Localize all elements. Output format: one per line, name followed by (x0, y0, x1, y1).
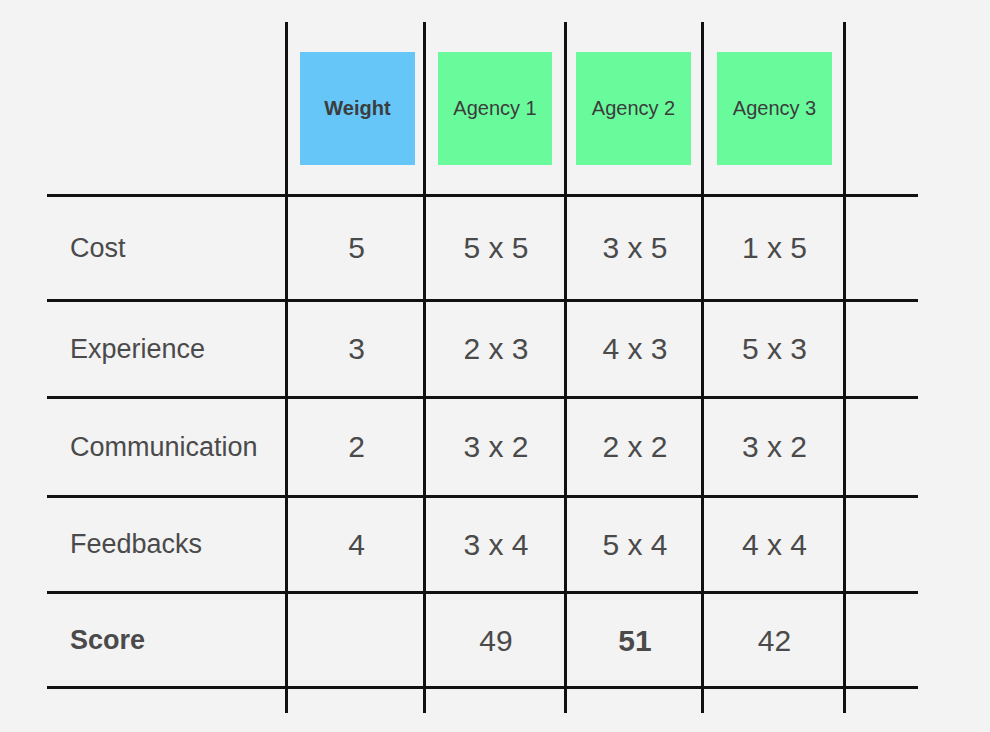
row-label-score: Score (50, 594, 286, 687)
row-label-communication: Communication (50, 399, 286, 495)
cell-experience-agency-3: 5 x 3 (705, 302, 844, 396)
cell-experience-agency-2: 4 x 3 (568, 302, 702, 396)
cell-score-agency-2: 51 (568, 594, 702, 687)
header-label-agency-2: Agency 2 (592, 97, 675, 120)
header-box-agency-3: Agency 3 (717, 52, 832, 165)
cell-communication-agency-2: 2 x 2 (568, 399, 702, 495)
cell-cost-agency-1: 5 x 5 (427, 197, 565, 299)
header-box-weight: Weight (300, 52, 415, 165)
cell-feedbacks-agency-1: 3 x 4 (427, 498, 565, 591)
header-box-agency-2: Agency 2 (576, 52, 691, 165)
header-box-agency-1: Agency 1 (438, 52, 552, 165)
cell-cost-agency-2: 3 x 5 (568, 197, 702, 299)
cell-feedbacks-agency-3: 4 x 4 (705, 498, 844, 591)
cell-communication-agency-3: 3 x 2 (705, 399, 844, 495)
decision-matrix: Weight Agency 1 Agency 2 Agency 3 Cost 5… (0, 0, 990, 732)
cell-cost-weight: 5 (289, 197, 424, 299)
header-label-agency-3: Agency 3 (733, 97, 816, 120)
cell-communication-agency-1: 3 x 2 (427, 399, 565, 495)
cell-experience-agency-1: 2 x 3 (427, 302, 565, 396)
cell-feedbacks-weight: 4 (289, 498, 424, 591)
header-label-agency-1: Agency 1 (453, 97, 536, 120)
cell-experience-weight: 3 (289, 302, 424, 396)
header-label-weight: Weight (324, 97, 390, 120)
row-label-feedbacks: Feedbacks (50, 498, 286, 591)
cell-feedbacks-agency-2: 5 x 4 (568, 498, 702, 591)
row-label-cost: Cost (50, 197, 286, 299)
cell-score-agency-3: 42 (705, 594, 844, 687)
cell-communication-weight: 2 (289, 399, 424, 495)
cell-score-agency-1: 49 (427, 594, 565, 687)
cell-cost-agency-3: 1 x 5 (705, 197, 844, 299)
row-label-experience: Experience (50, 302, 286, 396)
